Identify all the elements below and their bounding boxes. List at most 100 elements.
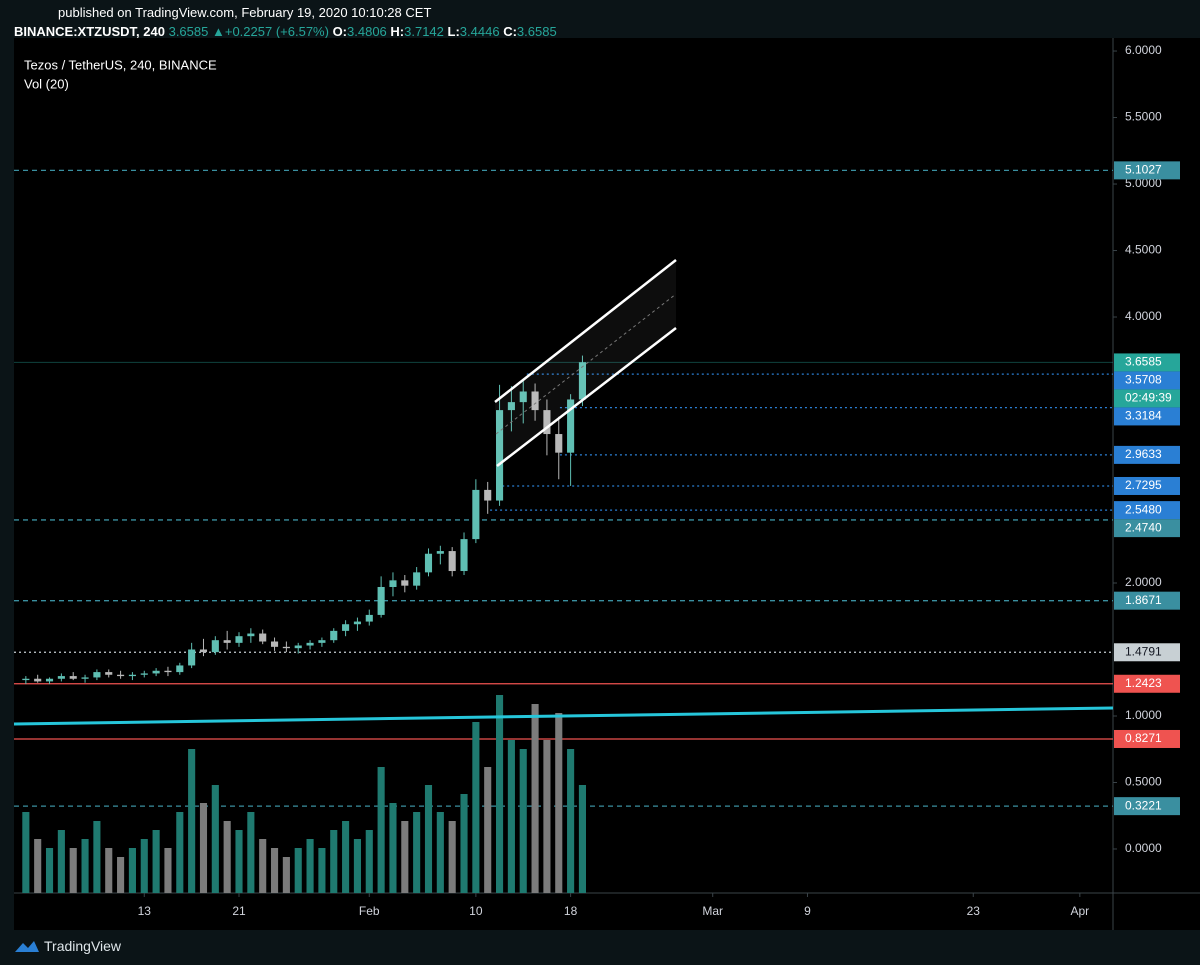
- candle-body: [436, 551, 444, 554]
- y-tick-label: 0.5000: [1125, 775, 1162, 789]
- level-label-bg: [1114, 519, 1180, 538]
- x-tick-label: 21: [232, 904, 246, 918]
- candle-body: [34, 678, 42, 682]
- volume-bar: [353, 839, 361, 893]
- volume-bar: [365, 830, 373, 893]
- level-label-bg: [1114, 729, 1180, 748]
- candle-body: [247, 633, 255, 637]
- candle-body: [57, 676, 65, 679]
- candle-body: [578, 362, 587, 400]
- level-label: 2.9633: [1125, 447, 1162, 461]
- volume-bar: [235, 830, 243, 893]
- logo: [15, 941, 39, 952]
- candle-body: [128, 674, 136, 677]
- volume-bar: [342, 821, 350, 893]
- chart-title: Tezos / TetherUS, 240, BINANCE: [24, 57, 217, 72]
- volume-bar: [69, 848, 77, 893]
- low: 3.4446: [459, 24, 500, 39]
- header: published on TradingView.com, February 1…: [0, 0, 1200, 40]
- candle-body: [460, 539, 468, 572]
- level-label-bg: [1114, 674, 1180, 693]
- volume-bar: [22, 812, 30, 893]
- level-label: 1.4791: [1125, 644, 1162, 658]
- candle-body: [69, 676, 77, 679]
- level-label: 1.2423: [1125, 676, 1162, 690]
- chart: Tezos / TetherUS, 240, BINANCE Vol (20) …: [13, 38, 1200, 930]
- level-label: 2.5480: [1125, 502, 1162, 516]
- volume-bar: [259, 839, 267, 893]
- volume-bar: [436, 812, 444, 893]
- volume-bar: [223, 821, 231, 893]
- volume-bar: [188, 749, 196, 893]
- channel-fill: [495, 260, 676, 466]
- x-tick-label: 13: [138, 904, 152, 918]
- candle-body: [484, 489, 492, 501]
- candle-body: [318, 640, 326, 643]
- candle-body: [294, 645, 302, 649]
- candle-body: [306, 642, 314, 646]
- volume-bar: [555, 713, 563, 893]
- level-label: 1.8671: [1125, 593, 1162, 607]
- volume-bar: [543, 740, 551, 893]
- countdown: 02:49:39: [1125, 391, 1172, 405]
- l-label: L:: [447, 24, 460, 39]
- close: 3.6585: [516, 24, 557, 39]
- y-tick-label: 1.0000: [1125, 708, 1162, 722]
- level-label: 3.3184: [1125, 409, 1162, 423]
- footer: TradingView: [14, 934, 121, 958]
- volume-bar: [495, 695, 504, 893]
- candle-body: [389, 580, 397, 587]
- y-tick-label: 6.0000: [1125, 43, 1162, 57]
- candle-body: [259, 633, 267, 642]
- x-tick-label: 18: [564, 904, 578, 918]
- high: 3.7142: [404, 24, 444, 39]
- candle-body: [223, 640, 231, 643]
- x-tick-label: 9: [804, 904, 811, 918]
- volume-bar: [567, 749, 575, 893]
- candle-body: [211, 640, 219, 653]
- volume-bar: [413, 812, 421, 893]
- c-label: C:: [503, 24, 517, 39]
- candle-body: [330, 630, 338, 641]
- volume-bar: [152, 830, 160, 893]
- volume-bar: [330, 830, 338, 893]
- candle-body: [199, 649, 208, 653]
- level-label: 0.8271: [1125, 731, 1162, 745]
- volume-bar: [306, 839, 314, 893]
- channel-upper: [494, 259, 677, 403]
- up-arrow: ▲: [211, 24, 225, 39]
- symbol-line: BINANCE:XTZUSDT, 240 3.6585 ▲+0.2257 (+6…: [14, 24, 557, 39]
- level-label: 5.1027: [1125, 163, 1162, 177]
- candle-body: [448, 551, 456, 572]
- level-label: 0.3221: [1125, 798, 1162, 812]
- volume-bar: [377, 767, 385, 893]
- candle-body: [188, 649, 196, 666]
- published-note: published on TradingView.com, February 1…: [58, 5, 432, 20]
- volume-bar: [270, 848, 279, 893]
- last-price: 3.6585: [168, 24, 209, 39]
- level-label: 3.6585: [1125, 355, 1162, 369]
- y-tick-label: 5.0000: [1125, 176, 1162, 190]
- y-tick-label: 4.0000: [1125, 309, 1162, 323]
- volume-bar: [93, 821, 101, 893]
- candle-body: [567, 399, 575, 453]
- candle-body: [140, 673, 148, 675]
- candle-body: [45, 678, 54, 682]
- level-label-bg: [1114, 353, 1180, 372]
- volume-bar: [460, 794, 468, 893]
- level-label: 2.4740: [1125, 520, 1162, 534]
- brand: TradingView: [44, 938, 122, 954]
- candle-body: [93, 672, 101, 678]
- countdown-bg: [1114, 389, 1180, 408]
- open: 3.4806: [347, 24, 387, 39]
- volume-bar: [507, 740, 515, 893]
- level-label-bg: [1114, 371, 1180, 390]
- candle-body: [507, 402, 515, 411]
- y-tick-label: 0.0000: [1125, 841, 1162, 855]
- level-label-bg: [1114, 161, 1180, 180]
- chart-background: [14, 38, 1200, 930]
- level-label-bg: [1114, 407, 1180, 426]
- candle-body: [342, 624, 350, 631]
- x-tick-label: 10: [469, 904, 483, 918]
- candle-body: [543, 410, 551, 435]
